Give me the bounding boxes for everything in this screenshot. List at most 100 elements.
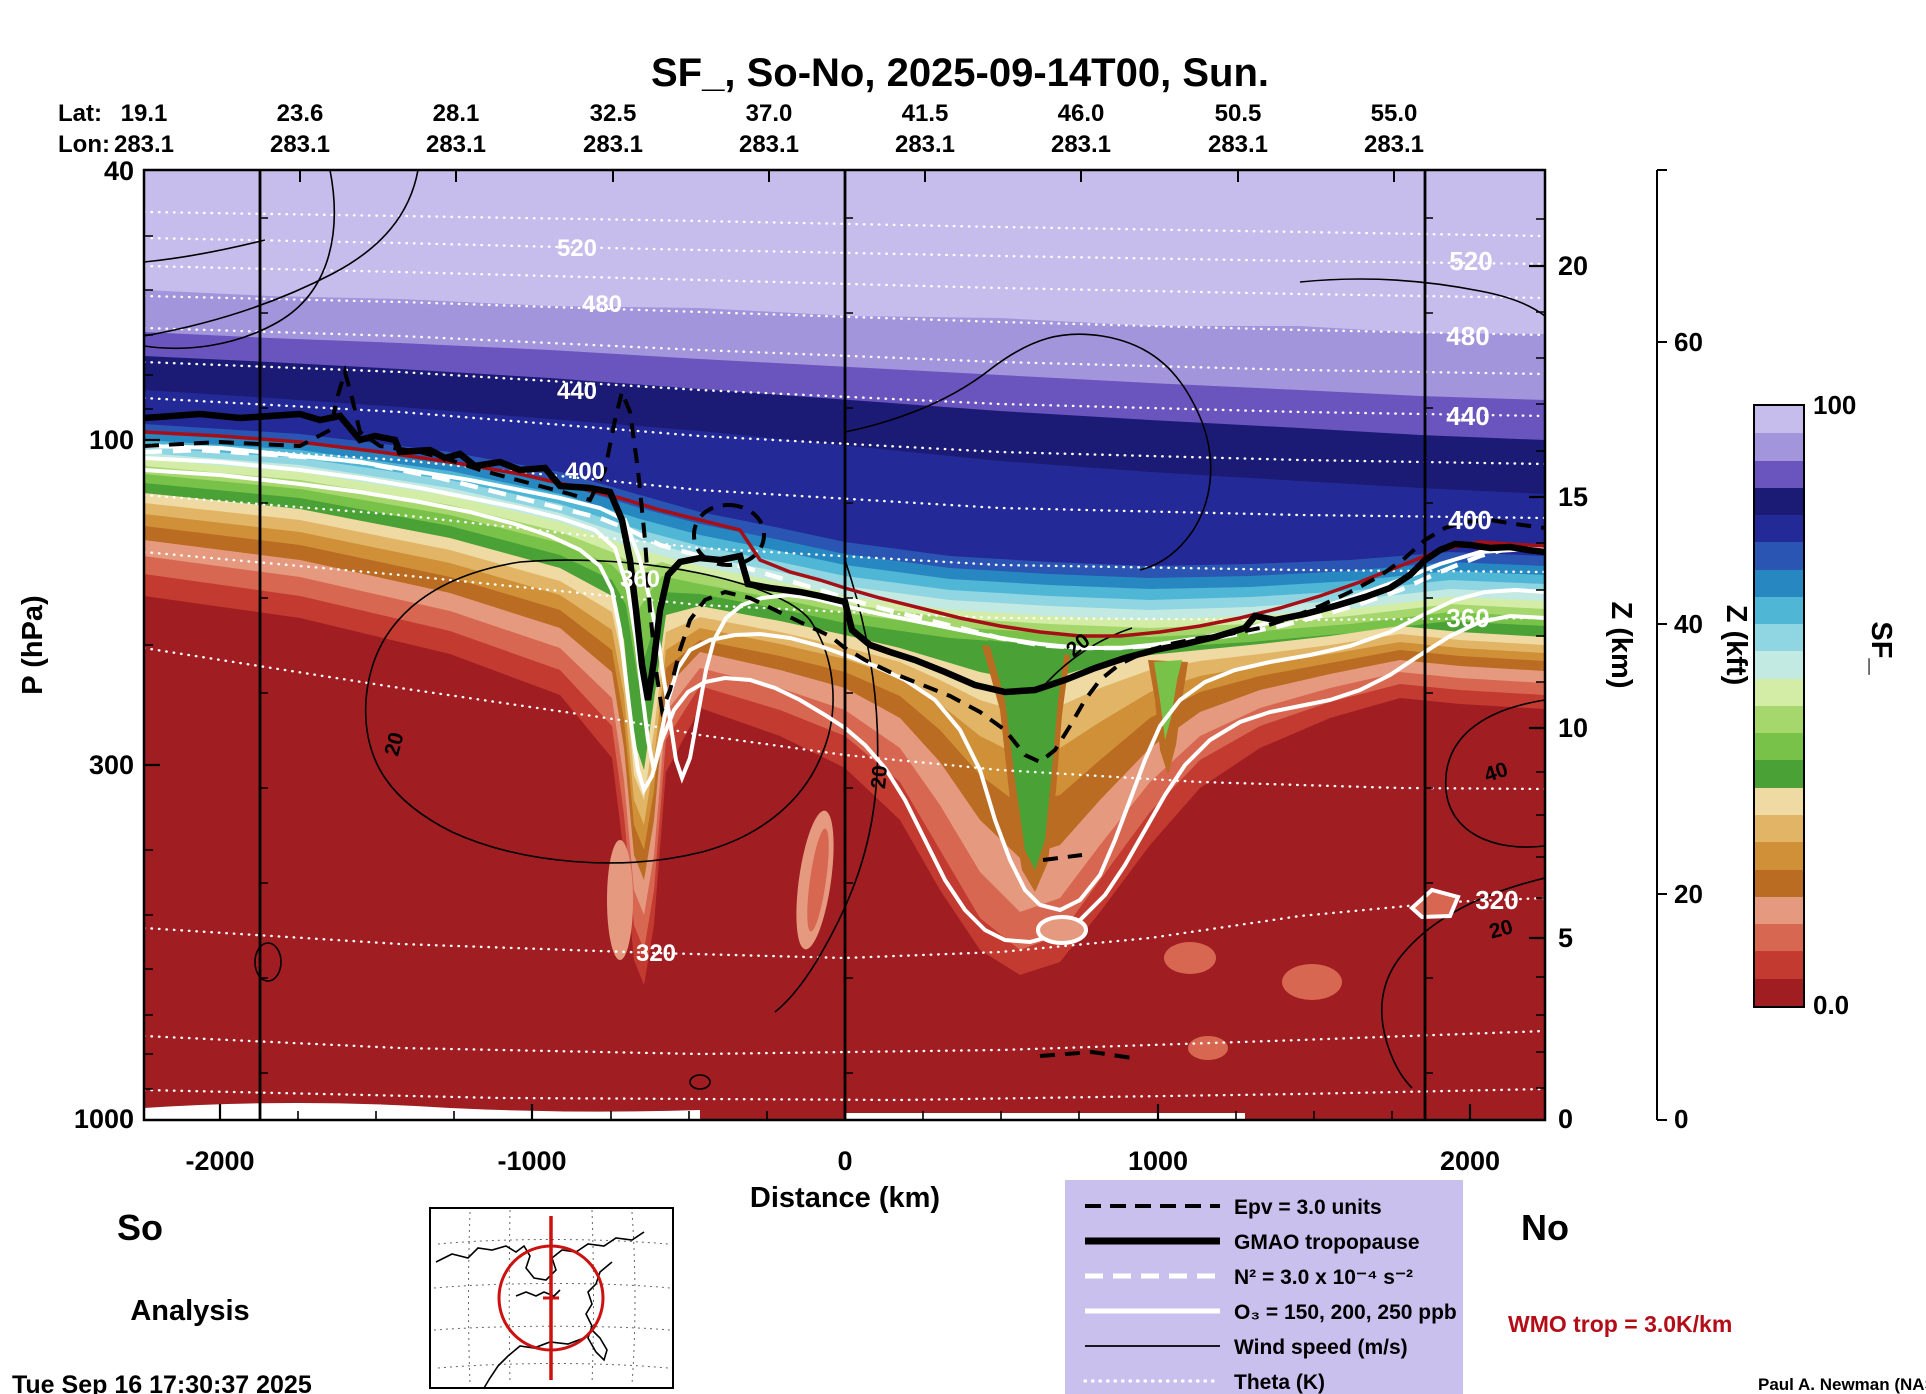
plot-frame bbox=[142, 168, 1547, 1122]
colorbar-swatch bbox=[1755, 596, 1803, 625]
zkm-tick-label: 15 bbox=[1558, 482, 1588, 512]
gmao-tropopause-line bbox=[144, 410, 1545, 701]
colorbar-swatch bbox=[1755, 433, 1803, 461]
theta-label: 520 bbox=[1449, 246, 1492, 276]
svg-text:283.1: 283.1 bbox=[739, 131, 799, 158]
colorbar-title: SF_ bbox=[1865, 621, 1897, 675]
north-endpoint-label: No bbox=[1521, 1207, 1569, 1248]
distance-tick-label: 1000 bbox=[1128, 1146, 1188, 1176]
pressure-axis-title: P (hPa) bbox=[17, 595, 49, 694]
colorbar-swatch bbox=[1755, 924, 1803, 952]
colorbar-swatch bbox=[1755, 624, 1803, 652]
page-title: SF_, So-No, 2025-09-14T00, Sun. bbox=[651, 51, 1269, 95]
pressure-tick-label: 300 bbox=[89, 750, 134, 780]
map-coastline bbox=[435, 1231, 645, 1389]
distance-tick-label: 2000 bbox=[1440, 1146, 1500, 1176]
colorbar-swatch bbox=[1755, 978, 1803, 1006]
svg-text:283.1: 283.1 bbox=[1364, 131, 1424, 158]
zkm-tick-label: 20 bbox=[1558, 251, 1588, 281]
legend-background bbox=[1065, 1180, 1463, 1394]
zkft-tick-label: 40 bbox=[1674, 609, 1703, 639]
map-inset bbox=[429, 1207, 674, 1389]
colorbar-swatch bbox=[1755, 460, 1803, 488]
pressure-axis: 40 100 300 1000 bbox=[74, 156, 134, 1134]
lat-row-label: Lat: bbox=[58, 100, 102, 127]
colorbar-swatch bbox=[1755, 951, 1803, 979]
map-graticule bbox=[433, 1209, 671, 1385]
legend-item-label: Wind speed (m/s) bbox=[1234, 1336, 1408, 1359]
n2-contour bbox=[144, 447, 1545, 651]
credit: Paul A. Newman (NASA bbox=[1758, 1375, 1926, 1394]
svg-text:283.1: 283.1 bbox=[895, 131, 955, 158]
south-endpoint-label: So bbox=[117, 1207, 163, 1248]
colorbar-swatch bbox=[1755, 787, 1803, 815]
analysis-label: Analysis bbox=[130, 1295, 249, 1327]
svg-text:19.1: 19.1 bbox=[121, 100, 168, 127]
theta-label: 320 bbox=[1475, 885, 1518, 915]
lon-row-label: Lon: bbox=[58, 131, 110, 158]
theta-contours bbox=[144, 210, 1545, 1102]
distance-tick-label: 0 bbox=[837, 1146, 852, 1176]
theta-label: 440 bbox=[557, 378, 597, 405]
theta-label: 400 bbox=[565, 458, 605, 485]
theta-label: 360 bbox=[1446, 603, 1489, 633]
distance-tick-label: -2000 bbox=[185, 1146, 254, 1176]
legend-item-label: GMAO tropopause bbox=[1234, 1231, 1420, 1254]
z-kft-axis: 60 40 20 0 Z (kft) bbox=[1656, 169, 1752, 1134]
colorbar-min-label: 0.0 bbox=[1813, 990, 1850, 1020]
z-km-axis-title: Z (km) bbox=[1605, 602, 1637, 689]
svg-text:46.0: 46.0 bbox=[1058, 100, 1105, 127]
svg-text:55.0: 55.0 bbox=[1371, 100, 1418, 127]
svg-text:283.1: 283.1 bbox=[426, 131, 486, 158]
distance-axis: -2000 -1000 0 1000 2000 bbox=[185, 1146, 1500, 1176]
svg-text:283.1: 283.1 bbox=[1051, 131, 1111, 158]
svg-text:23.6: 23.6 bbox=[277, 100, 324, 127]
svg-text:32.5: 32.5 bbox=[590, 100, 637, 127]
legend-item-label: Theta (K) bbox=[1234, 1371, 1325, 1394]
svg-text:28.1: 28.1 bbox=[433, 100, 480, 127]
wind-label: 20 bbox=[867, 764, 892, 789]
legend-item-label: O₃ = 150, 200, 250 ppb bbox=[1234, 1301, 1457, 1324]
zkm-tick-label: 10 bbox=[1558, 713, 1588, 743]
colorbar-swatch bbox=[1755, 542, 1803, 570]
pressure-tick-label: 100 bbox=[89, 425, 134, 455]
svg-text:283.1: 283.1 bbox=[270, 131, 330, 158]
colorbar-swatch bbox=[1755, 814, 1803, 843]
legend: Epv = 3.0 units GMAO tropopause N² = 3.0… bbox=[1065, 1180, 1463, 1394]
distance-tick-label: -1000 bbox=[497, 1146, 566, 1176]
wind-contours bbox=[144, 170, 1545, 1090]
theta-label: 400 bbox=[1448, 505, 1491, 535]
colorbar-swatch bbox=[1755, 842, 1803, 870]
svg-text:283.1: 283.1 bbox=[583, 131, 643, 158]
colorbar-swatch bbox=[1755, 896, 1803, 925]
svg-text:41.5: 41.5 bbox=[902, 100, 949, 127]
colorbar-swatch bbox=[1755, 651, 1803, 679]
legend-item-label: Epv = 3.0 units bbox=[1234, 1196, 1382, 1219]
zkft-tick-label: 20 bbox=[1674, 879, 1703, 909]
svg-text:283.1: 283.1 bbox=[114, 131, 174, 158]
top-axis-labels: Lat: 19.1 23.6 28.1 32.5 37.0 41.5 46.0 … bbox=[58, 100, 1424, 158]
colorbar-swatch bbox=[1755, 733, 1803, 761]
zkft-tick-label: 60 bbox=[1674, 327, 1703, 357]
colorbar-swatch bbox=[1755, 705, 1803, 734]
svg-text:50.5: 50.5 bbox=[1215, 100, 1262, 127]
theta-label: 320 bbox=[636, 940, 676, 967]
theta-label: 520 bbox=[557, 235, 597, 262]
legend-item-label: N² = 3.0 x 10⁻⁴ s⁻² bbox=[1234, 1266, 1413, 1289]
colorbar-swatch bbox=[1755, 869, 1803, 897]
theta-label: 480 bbox=[1446, 321, 1489, 351]
z-kft-axis-title: Z (kft) bbox=[1720, 605, 1752, 686]
colorbar-swatch bbox=[1755, 569, 1803, 597]
zkft-tick-label: 0 bbox=[1674, 1104, 1688, 1134]
colorbar-max-label: 100 bbox=[1813, 390, 1857, 420]
zkm-tick-label: 5 bbox=[1558, 923, 1573, 953]
z-km-axis: 20 15 10 5 0 bbox=[1558, 251, 1588, 1134]
timestamp: Tue Sep 16 17:30:37 2025 bbox=[12, 1371, 312, 1394]
colorbar-swatch bbox=[1755, 487, 1803, 516]
svg-text:283.1: 283.1 bbox=[1208, 131, 1268, 158]
zkm-tick-label: 0 bbox=[1558, 1104, 1573, 1134]
distance-axis-title: Distance (km) bbox=[750, 1182, 940, 1214]
colorbar-swatch bbox=[1755, 678, 1803, 706]
